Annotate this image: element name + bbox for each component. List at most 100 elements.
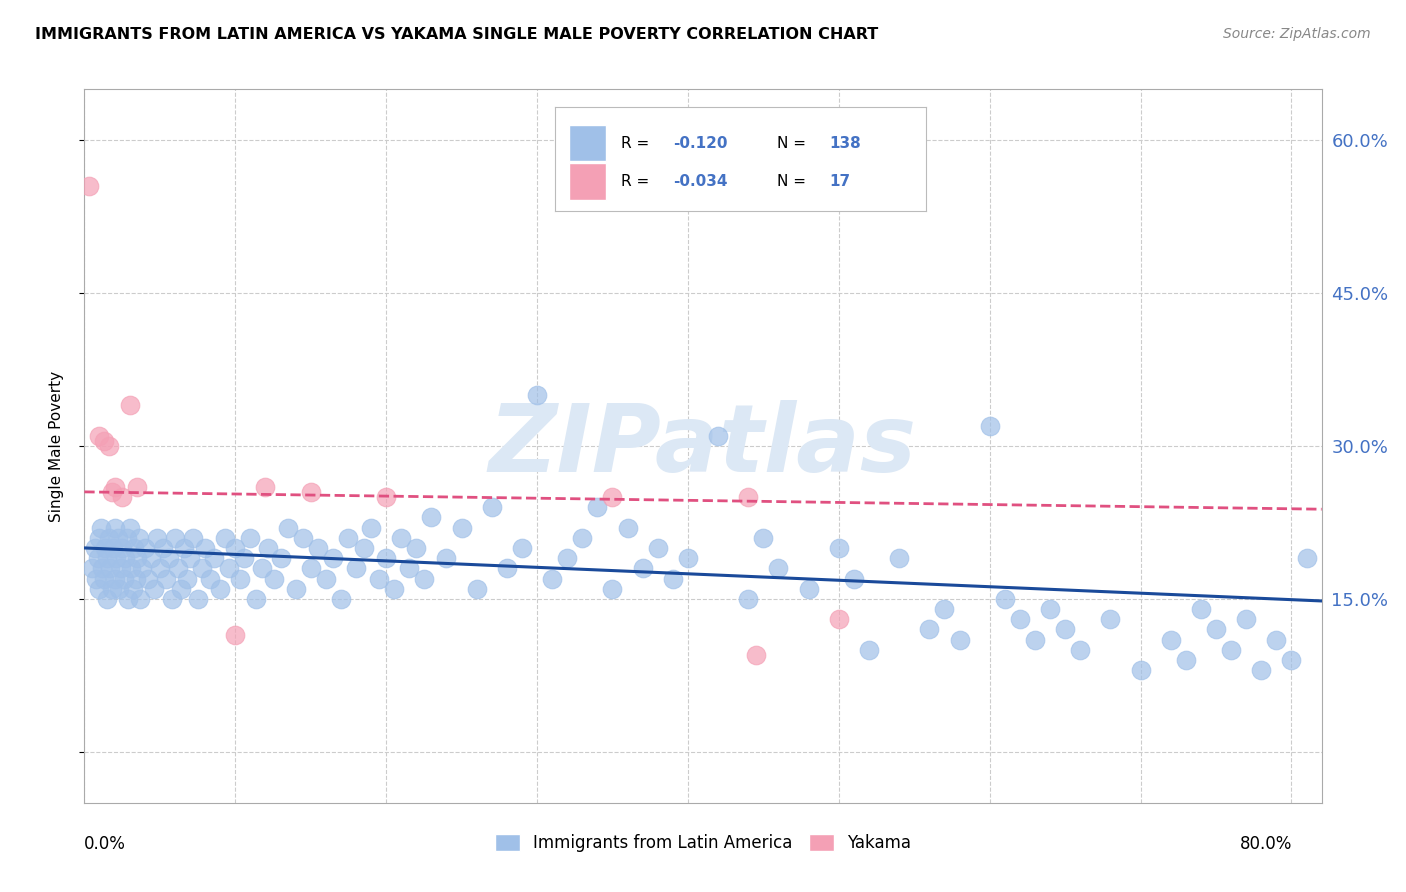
Point [129, 591, 152, 606]
Point [602, 582, 624, 596]
Point [209, 582, 232, 596]
Point [121, 582, 143, 596]
Point [1054, 623, 1077, 637]
Point [98, 561, 121, 575]
Point [118, 520, 141, 534]
Point [80, 561, 103, 575]
Point [315, 572, 337, 586]
Point [367, 572, 389, 586]
Point [745, 648, 768, 662]
Point [181, 531, 204, 545]
Point [398, 561, 420, 575]
Text: Source: ZipAtlas.com: Source: ZipAtlas.com [1223, 27, 1371, 41]
Point [97, 531, 120, 545]
Point [737, 490, 759, 504]
Point [676, 551, 699, 566]
Point [375, 490, 398, 504]
Point [245, 591, 267, 606]
Point [103, 520, 125, 534]
Point [122, 541, 145, 555]
Point [155, 572, 177, 586]
Point [948, 632, 970, 647]
Point [107, 531, 129, 545]
Point [152, 541, 174, 555]
Point [420, 510, 443, 524]
Point [1099, 612, 1122, 626]
Point [828, 541, 851, 555]
Point [170, 582, 193, 596]
Point [299, 561, 322, 575]
Point [134, 541, 156, 555]
Point [541, 572, 564, 586]
Point [186, 591, 208, 606]
Point [979, 418, 1001, 433]
Point [77, 179, 100, 194]
Point [270, 551, 292, 566]
Point [96, 551, 118, 566]
Bar [569, 125, 606, 161]
Point [128, 531, 150, 545]
Point [90, 520, 112, 534]
Point [112, 572, 135, 586]
Point [179, 551, 201, 566]
Point [89, 582, 111, 596]
Point [131, 561, 153, 575]
Point [382, 582, 405, 596]
Point [737, 591, 759, 606]
Point [284, 582, 307, 596]
Point [1160, 632, 1182, 647]
Point [194, 541, 217, 555]
Point [149, 561, 172, 575]
Text: N =: N = [778, 174, 811, 189]
Point [707, 429, 730, 443]
Point [86, 572, 108, 586]
Legend: Immigrants from Latin America, Yakama: Immigrants from Latin America, Yakama [488, 827, 918, 859]
Point [647, 541, 669, 555]
Point [344, 561, 367, 575]
Point [111, 490, 134, 504]
Point [322, 551, 344, 566]
Point [889, 551, 911, 566]
Point [1220, 643, 1243, 657]
Text: -0.034: -0.034 [673, 174, 728, 189]
Point [87, 551, 110, 566]
Point [120, 561, 142, 575]
Point [360, 520, 382, 534]
Point [828, 612, 851, 626]
Point [616, 520, 638, 534]
Point [436, 551, 458, 566]
Point [495, 561, 517, 575]
Point [768, 561, 790, 575]
Point [465, 582, 488, 596]
Point [139, 551, 162, 566]
Point [214, 531, 236, 545]
Text: 138: 138 [830, 136, 860, 151]
Point [176, 572, 198, 586]
Point [389, 531, 412, 545]
Text: ZIPatlas: ZIPatlas [489, 400, 917, 492]
Point [1129, 663, 1152, 677]
Point [571, 531, 593, 545]
Text: 0.0%: 0.0% [84, 835, 127, 853]
Point [91, 561, 114, 575]
Text: R =: R = [621, 174, 654, 189]
Y-axis label: Single Male Poverty: Single Male Poverty [49, 370, 63, 522]
Point [252, 561, 274, 575]
Point [994, 591, 1017, 606]
Point [1281, 653, 1303, 667]
Point [481, 500, 503, 515]
Point [797, 582, 820, 596]
Point [934, 602, 956, 616]
Point [127, 480, 149, 494]
Point [163, 531, 186, 545]
Point [218, 561, 240, 575]
Point [89, 531, 111, 545]
Point [555, 551, 578, 566]
Point [114, 551, 136, 566]
Point [115, 531, 138, 545]
Point [103, 480, 125, 494]
Point [254, 480, 277, 494]
Point [117, 591, 139, 606]
Point [111, 541, 134, 555]
Point [142, 582, 165, 596]
